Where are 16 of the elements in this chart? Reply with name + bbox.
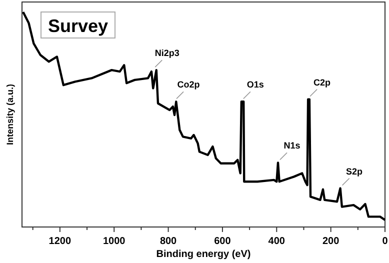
x-axis-title: Binding energy (eV)	[156, 249, 251, 260]
x-tick-label: 200	[322, 236, 340, 247]
x-tick-label: 400	[268, 236, 286, 247]
annotation: Ni2p3	[154, 48, 180, 58]
y-axis-title: Intensity (a.u.)	[5, 84, 15, 146]
chart-title: Survey	[48, 16, 108, 36]
x-tick-label: 0	[382, 236, 388, 247]
annotation: Co2p	[177, 80, 200, 90]
x-tick-label: 600	[214, 236, 232, 247]
x-tick-label: 800	[160, 236, 178, 247]
annotation: N1s	[284, 140, 300, 151]
x-tick-label: 1200	[48, 236, 72, 247]
x-tick-label: 1000	[102, 236, 126, 247]
annotation: C2p	[314, 77, 332, 88]
annotation: O1s	[246, 80, 264, 90]
annotation: S2p	[346, 166, 364, 176]
